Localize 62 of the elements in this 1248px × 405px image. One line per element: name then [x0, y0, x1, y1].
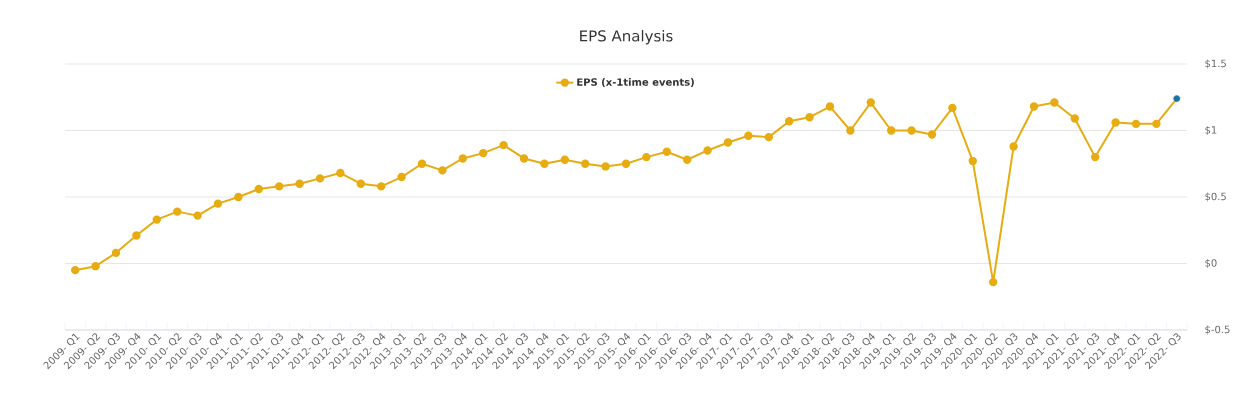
point	[315, 174, 325, 183]
point	[193, 211, 202, 220]
y-tick-label: $0.5	[1205, 192, 1226, 202]
point	[825, 102, 835, 111]
point	[111, 248, 121, 258]
point	[968, 156, 977, 166]
point	[601, 162, 610, 171]
point	[886, 126, 896, 135]
point	[805, 113, 814, 122]
point	[988, 277, 998, 287]
point	[1050, 98, 1059, 107]
point	[417, 159, 427, 168]
y-tick-label: $1	[1205, 125, 1217, 136]
chart-title: EPS Analysis	[580, 29, 673, 45]
point	[1090, 152, 1100, 162]
point	[275, 182, 284, 191]
point	[1070, 114, 1079, 123]
point	[866, 98, 875, 107]
point	[1152, 119, 1161, 129]
point	[703, 146, 712, 155]
point	[234, 192, 243, 202]
point	[438, 166, 447, 175]
point	[764, 132, 773, 142]
point	[662, 147, 671, 156]
point	[1131, 119, 1141, 129]
point	[479, 148, 488, 158]
point	[784, 116, 794, 126]
point	[1111, 118, 1120, 127]
point	[621, 159, 631, 168]
point	[152, 215, 161, 224]
y-tick-label: $1.5	[1205, 59, 1226, 69]
point	[560, 155, 569, 164]
point	[1173, 95, 1181, 102]
point	[927, 130, 937, 139]
point	[71, 265, 80, 275]
point	[723, 138, 733, 147]
point	[458, 154, 467, 163]
point	[580, 159, 590, 168]
point	[540, 159, 549, 168]
point	[173, 207, 182, 216]
point	[907, 126, 916, 135]
point	[846, 126, 855, 135]
point	[948, 103, 957, 113]
point	[377, 182, 386, 191]
legend-label: EPS (x-1time events)	[577, 78, 694, 87]
point	[682, 155, 692, 164]
point	[254, 184, 263, 194]
point	[519, 154, 529, 163]
point	[336, 168, 345, 178]
point	[356, 179, 365, 188]
point	[397, 172, 406, 182]
point	[132, 231, 141, 240]
y-tick-label: $0	[1205, 258, 1217, 269]
point	[295, 179, 304, 188]
point	[499, 140, 508, 150]
point	[642, 152, 651, 162]
point	[744, 131, 753, 141]
point	[213, 199, 223, 208]
point	[1029, 102, 1039, 111]
point	[1009, 142, 1018, 151]
point	[91, 261, 100, 271]
y-tick-label: $-0.5	[1205, 325, 1230, 335]
